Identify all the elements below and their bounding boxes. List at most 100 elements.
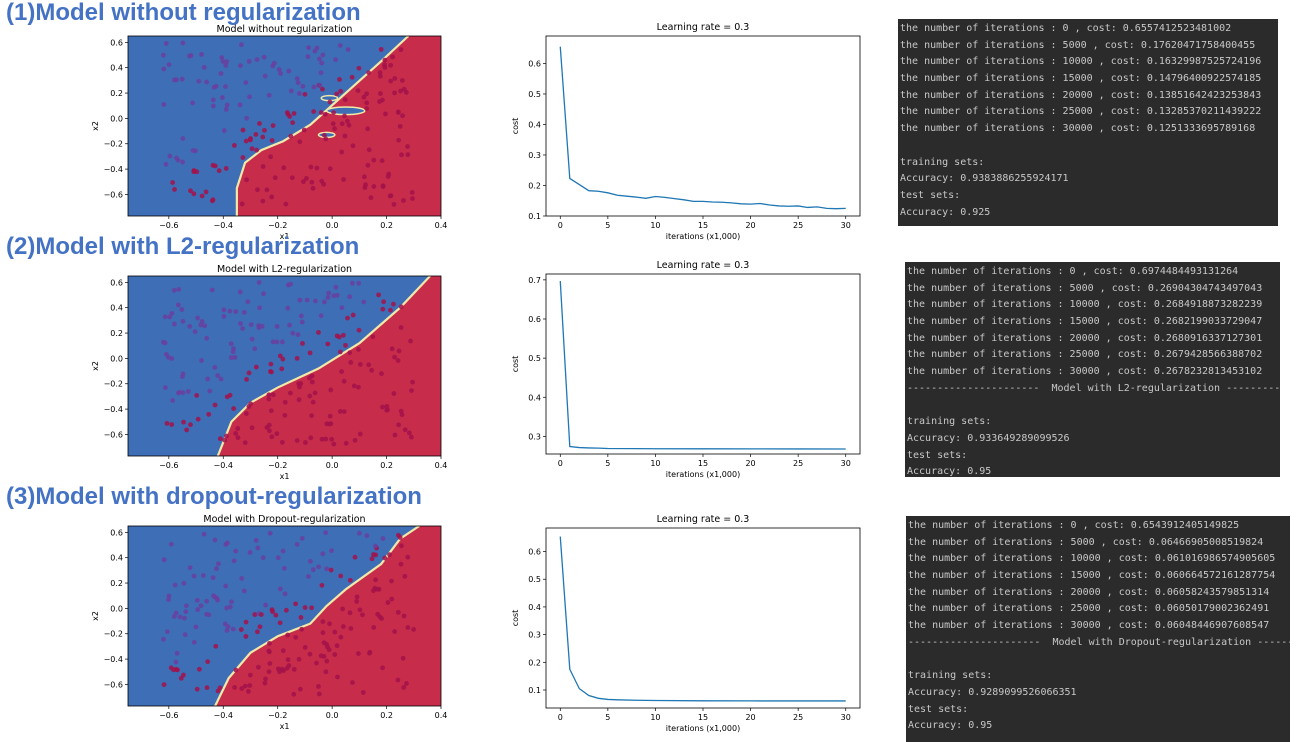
- red-point: [390, 301, 396, 307]
- red-point: [255, 629, 260, 635]
- red-point: [381, 299, 387, 305]
- blue-point: [247, 549, 253, 555]
- blue-point: [162, 314, 168, 320]
- red-point: [327, 621, 332, 627]
- plot-frame: [127, 35, 442, 217]
- console-line: the number of iterations : 0 , cost: 0.6…: [900, 23, 1232, 34]
- blue-point: [174, 650, 180, 656]
- red-point: [215, 688, 221, 694]
- blue-point: [281, 565, 287, 571]
- red-point: [380, 183, 386, 189]
- blue-point: [223, 84, 228, 89]
- red-point: [389, 596, 395, 602]
- blue-point: [364, 533, 370, 539]
- blue-point: [225, 540, 230, 546]
- red-point: [210, 162, 216, 168]
- red-point: [401, 685, 407, 690]
- blue-point: [356, 530, 362, 536]
- red-point: [206, 411, 212, 417]
- console-line: the number of iterations : 30000 , cost:…: [908, 620, 1270, 632]
- blue-point: [300, 83, 306, 89]
- blue-point: [237, 289, 243, 295]
- cost-line: [559, 281, 846, 450]
- red-point: [168, 665, 174, 671]
- console-line: the number of iterations : 30000 , cost:…: [900, 123, 1256, 135]
- blue-point: [214, 566, 219, 572]
- console-line: the number of iterations : 0 , cost: 0.6…: [908, 520, 1240, 531]
- red-point: [280, 648, 286, 654]
- cost-curve-chart: Learning rate = 0.3 0 5 10 15 20 25 30 0.1 0.2 0.3…: [511, 22, 861, 241]
- red-point: [262, 127, 267, 133]
- x-tick-label: 5: [605, 459, 610, 468]
- chart-title: Model without regularization: [217, 24, 353, 35]
- red-point: [351, 383, 357, 389]
- blue-point: [311, 84, 317, 90]
- blue-point: [224, 605, 230, 611]
- blue-point: [190, 100, 196, 106]
- blue-point: [238, 321, 243, 326]
- red-point: [377, 70, 383, 76]
- red-point: [240, 155, 246, 160]
- red-point: [348, 360, 354, 365]
- red-point: [392, 629, 398, 634]
- red-point: [346, 122, 352, 128]
- blue-point: [167, 314, 173, 320]
- red-point: [240, 127, 246, 133]
- y-axis-label: cost: [511, 356, 520, 373]
- red-point: [410, 379, 415, 385]
- red-point: [269, 194, 275, 200]
- red-point: [397, 535, 403, 540]
- red-point: [366, 362, 372, 368]
- red-point: [232, 685, 238, 690]
- red-point: [370, 334, 376, 340]
- red-point: [227, 392, 233, 398]
- red-point: [357, 431, 363, 437]
- x-tick-label: 0: [558, 713, 563, 722]
- blue-point: [320, 551, 326, 557]
- red-point: [260, 198, 266, 204]
- red-point: [288, 390, 293, 396]
- blue-point: [230, 349, 236, 355]
- blue-point: [195, 607, 201, 613]
- blue-point: [274, 324, 280, 329]
- red-point: [384, 407, 390, 413]
- red-point: [267, 428, 272, 434]
- red-point: [348, 626, 354, 631]
- red-point: [297, 686, 303, 692]
- red-point: [164, 420, 170, 426]
- red-point: [257, 121, 262, 126]
- blue-point: [227, 308, 233, 314]
- blue-point: [287, 322, 292, 328]
- chart-title: Model with L2-regularization: [217, 264, 352, 275]
- red-point: [355, 88, 361, 94]
- blue-point: [161, 102, 167, 107]
- blue-point: [214, 595, 220, 601]
- red-point: [380, 404, 385, 410]
- red-point: [320, 86, 325, 92]
- blue-point: [215, 373, 221, 378]
- blue-point: [194, 597, 200, 603]
- red-point: [287, 113, 292, 119]
- red-point: [223, 166, 229, 171]
- red-point: [312, 390, 318, 396]
- blue-point: [171, 287, 177, 293]
- red-point: [321, 653, 327, 659]
- plot-frame: [545, 273, 861, 455]
- red-point: [400, 655, 406, 661]
- y-tick-label: 0.4: [110, 554, 123, 563]
- blue-point: [163, 161, 169, 167]
- blue-point: [163, 41, 169, 46]
- red-point: [293, 601, 299, 607]
- red-point: [388, 78, 394, 84]
- plot-frame: [545, 527, 861, 709]
- console-line: [906, 652, 1290, 669]
- red-point: [235, 426, 241, 431]
- console-output: the number of iterations : 0 , cost: 0.6…: [898, 19, 1278, 226]
- blue-point: [326, 290, 332, 296]
- console-line: the number of iterations : 15000 , cost:…: [908, 570, 1276, 582]
- red-point: [282, 399, 288, 405]
- red-point: [191, 169, 197, 175]
- red-point: [252, 612, 258, 617]
- red-point: [409, 189, 415, 195]
- plot-frame: [127, 275, 442, 457]
